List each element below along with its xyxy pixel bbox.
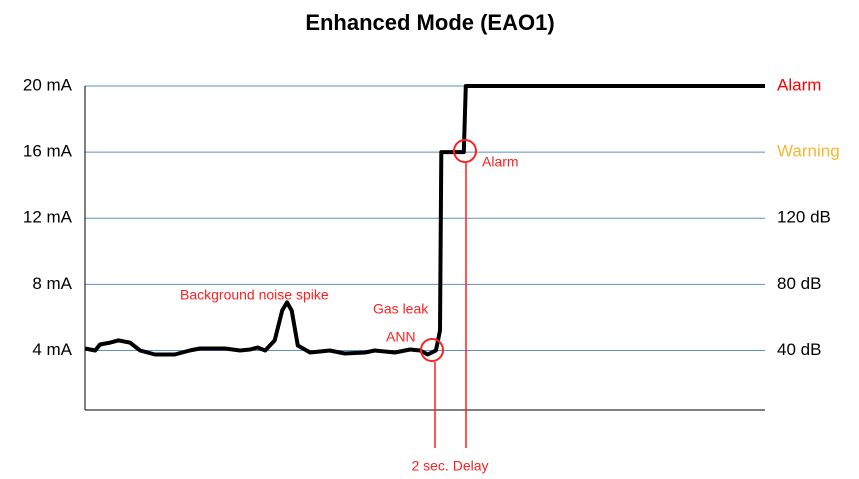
- y-tick-label: 20 mA: [23, 75, 73, 94]
- y2-tick-label: 80 dB: [777, 274, 821, 293]
- y2-tick-label: Warning: [777, 142, 840, 161]
- ann-circle: [420, 338, 444, 362]
- y-tick-label: 12 mA: [23, 208, 73, 227]
- y-tick-label: 4 mA: [32, 340, 72, 359]
- line: [84, 84, 765, 357]
- annotation: Alarm: [482, 154, 519, 170]
- y2-tick-label: Alarm: [777, 75, 821, 94]
- chart-title: Enhanced Mode (EAO1): [305, 10, 554, 35]
- annotation: Background noise spike: [180, 287, 329, 303]
- annotation: Gas leak: [373, 301, 429, 317]
- y2-tick-label: 40 dB: [777, 340, 821, 359]
- annotation: 2 sec. Delay: [411, 458, 488, 474]
- annotation: ANN: [386, 329, 416, 345]
- alarm-circle: [453, 139, 477, 163]
- y2-tick-label: 120 dB: [777, 208, 831, 227]
- y-tick-label: 16 mA: [23, 142, 73, 161]
- y-tick-label: 8 mA: [32, 274, 72, 293]
